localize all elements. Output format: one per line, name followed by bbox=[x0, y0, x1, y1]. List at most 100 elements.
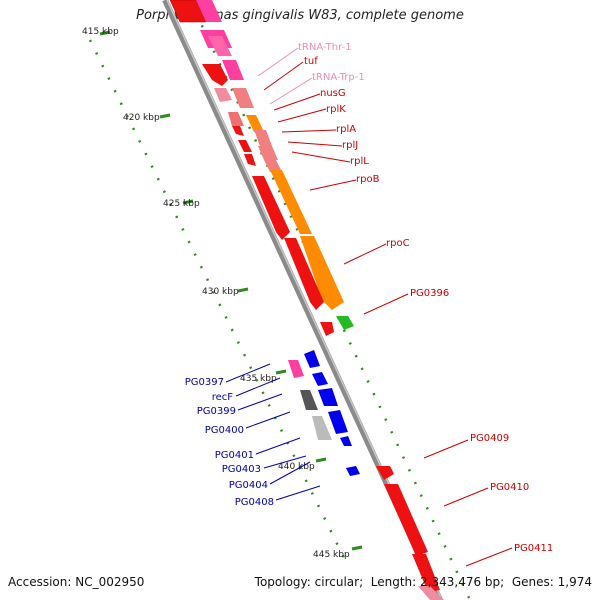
scale-label: 430 kbp bbox=[202, 287, 239, 297]
gene-label: PG0400 bbox=[205, 425, 244, 436]
feature-rplK bbox=[246, 115, 264, 132]
inner-tick-row bbox=[88, 30, 363, 561]
leader-PG0400 bbox=[245, 411, 291, 429]
scale-label: 435 kbp bbox=[240, 374, 277, 384]
feature-PG0399 bbox=[318, 388, 338, 406]
feature-trna-trp bbox=[214, 88, 232, 102]
feature-PG0397 bbox=[304, 350, 320, 368]
gene-label: PG0396 bbox=[410, 288, 449, 299]
gene-label: rplJ bbox=[342, 140, 358, 151]
feature-rpoC bbox=[284, 238, 324, 310]
feature-bottom-pink bbox=[418, 586, 444, 600]
feature-PG0411 bbox=[412, 554, 440, 592]
leader-PG0404 bbox=[269, 461, 311, 485]
leader-nusG bbox=[273, 93, 321, 111]
feature-tuf-pink bbox=[222, 60, 244, 80]
leader-trna-thr bbox=[257, 47, 299, 77]
gene-label: tRNA-Trp-1 bbox=[312, 72, 365, 83]
tick-415 bbox=[99, 30, 111, 36]
leader-rpoC bbox=[343, 243, 387, 265]
scale-label: 440 kbp bbox=[278, 462, 315, 472]
leader-PG0410 bbox=[443, 487, 489, 507]
accession-value: NC_002950 bbox=[75, 575, 145, 589]
feature-PG0410 bbox=[384, 484, 428, 556]
gene-label: PG0401 bbox=[215, 450, 254, 461]
feature-recF bbox=[312, 372, 328, 386]
leader-rplA bbox=[281, 129, 337, 133]
tick-425 bbox=[182, 199, 194, 205]
genome-summary-footer: Topology: circular; Length: 2,343,476 bp… bbox=[254, 575, 592, 589]
gene-label: PG0408 bbox=[235, 497, 274, 508]
leader-PG0408 bbox=[275, 485, 321, 501]
feature-rplL bbox=[264, 160, 282, 172]
leader-recF bbox=[235, 377, 281, 397]
feature-trna-thr-dark bbox=[208, 36, 232, 56]
tick-445 bbox=[351, 545, 363, 551]
feature-rpoB bbox=[252, 176, 290, 240]
leader-rplK bbox=[277, 108, 327, 123]
tick-430 bbox=[237, 287, 249, 293]
feature-rpoB-orange bbox=[270, 170, 312, 234]
leader-tuf bbox=[263, 61, 304, 91]
feature-nusG bbox=[232, 88, 254, 108]
gene-label: PG0397 bbox=[185, 377, 224, 388]
leader-PG0409 bbox=[423, 439, 469, 459]
forward-features bbox=[169, 0, 444, 600]
feature-PG0399-gray bbox=[300, 390, 318, 410]
gene-label: nusG bbox=[320, 88, 346, 99]
gene-label: PG0399 bbox=[197, 406, 236, 417]
gene-label: recF bbox=[212, 392, 234, 403]
scale-label: 420 kbp bbox=[123, 113, 160, 123]
feature-PG0396 bbox=[336, 316, 354, 330]
reverse-leaders bbox=[225, 363, 321, 501]
length-label: Length: bbox=[370, 575, 417, 589]
feature-PG0400-gray bbox=[312, 416, 332, 440]
forward-gene-labels: tRNA-Thr-1 tuf tRNA-Trp-1 nusG rplK rplA… bbox=[298, 42, 553, 554]
gene-label: rpoB bbox=[356, 174, 380, 185]
feature-PG0396-red bbox=[320, 322, 334, 336]
topology-value: circular bbox=[314, 575, 360, 589]
gene-label: rplK bbox=[326, 104, 346, 115]
gene-label: rpoC bbox=[386, 238, 410, 249]
feature-rplA-red bbox=[238, 140, 252, 152]
feature-PG0397-pink bbox=[288, 360, 304, 378]
gene-label: PG0409 bbox=[470, 433, 509, 444]
reverse-features bbox=[288, 350, 360, 476]
accession-label: Accession: bbox=[8, 575, 72, 589]
accession-footer: Accession: NC_002950 bbox=[8, 575, 144, 589]
forward-leaders bbox=[257, 47, 513, 567]
genes-value: 1,974 bbox=[557, 575, 592, 589]
leader-rplJ bbox=[287, 141, 343, 147]
scale-labels: 415 kbp 420 kbp 425 kbp 430 kbp 435 kbp … bbox=[82, 27, 350, 560]
gene-label: rplA bbox=[336, 124, 356, 135]
tick-420 bbox=[159, 113, 171, 119]
topology-label: Topology: bbox=[254, 575, 311, 589]
gene-label: tRNA-Thr-1 bbox=[298, 42, 352, 53]
feature-PG0408 bbox=[346, 466, 360, 476]
leader-PG0399 bbox=[237, 393, 283, 411]
leader-PG0411 bbox=[465, 547, 513, 567]
tick-435 bbox=[275, 369, 287, 375]
feature-trna-top bbox=[196, 0, 222, 22]
gene-label: PG0404 bbox=[229, 480, 268, 491]
leader-trna-trp bbox=[269, 77, 313, 105]
gene-label: tuf bbox=[304, 56, 318, 67]
leader-PG0403 bbox=[263, 455, 307, 469]
leader-PG0396 bbox=[363, 293, 409, 315]
feature-rplJ-red bbox=[244, 154, 256, 166]
gene-label: PG0411 bbox=[514, 543, 553, 554]
feature-tuf bbox=[202, 64, 228, 86]
length-value: 2,343,476 bp bbox=[420, 575, 501, 589]
genes-label: Genes: bbox=[511, 575, 554, 589]
feature-rplK-red bbox=[232, 126, 244, 136]
feature-PG0401 bbox=[340, 436, 352, 446]
feature-rplJ bbox=[258, 146, 278, 160]
leader-PG0397 bbox=[225, 363, 271, 383]
gene-label: rplL bbox=[350, 156, 369, 167]
scale-label: 425 kbp bbox=[163, 199, 200, 209]
feature-PG0400 bbox=[328, 410, 348, 434]
scale-label: 445 kbp bbox=[313, 550, 350, 560]
gene-label: PG0403 bbox=[222, 464, 261, 475]
reverse-gene-labels: PG0397 recF PG0399 PG0400 PG0401 PG0403 … bbox=[185, 377, 274, 508]
